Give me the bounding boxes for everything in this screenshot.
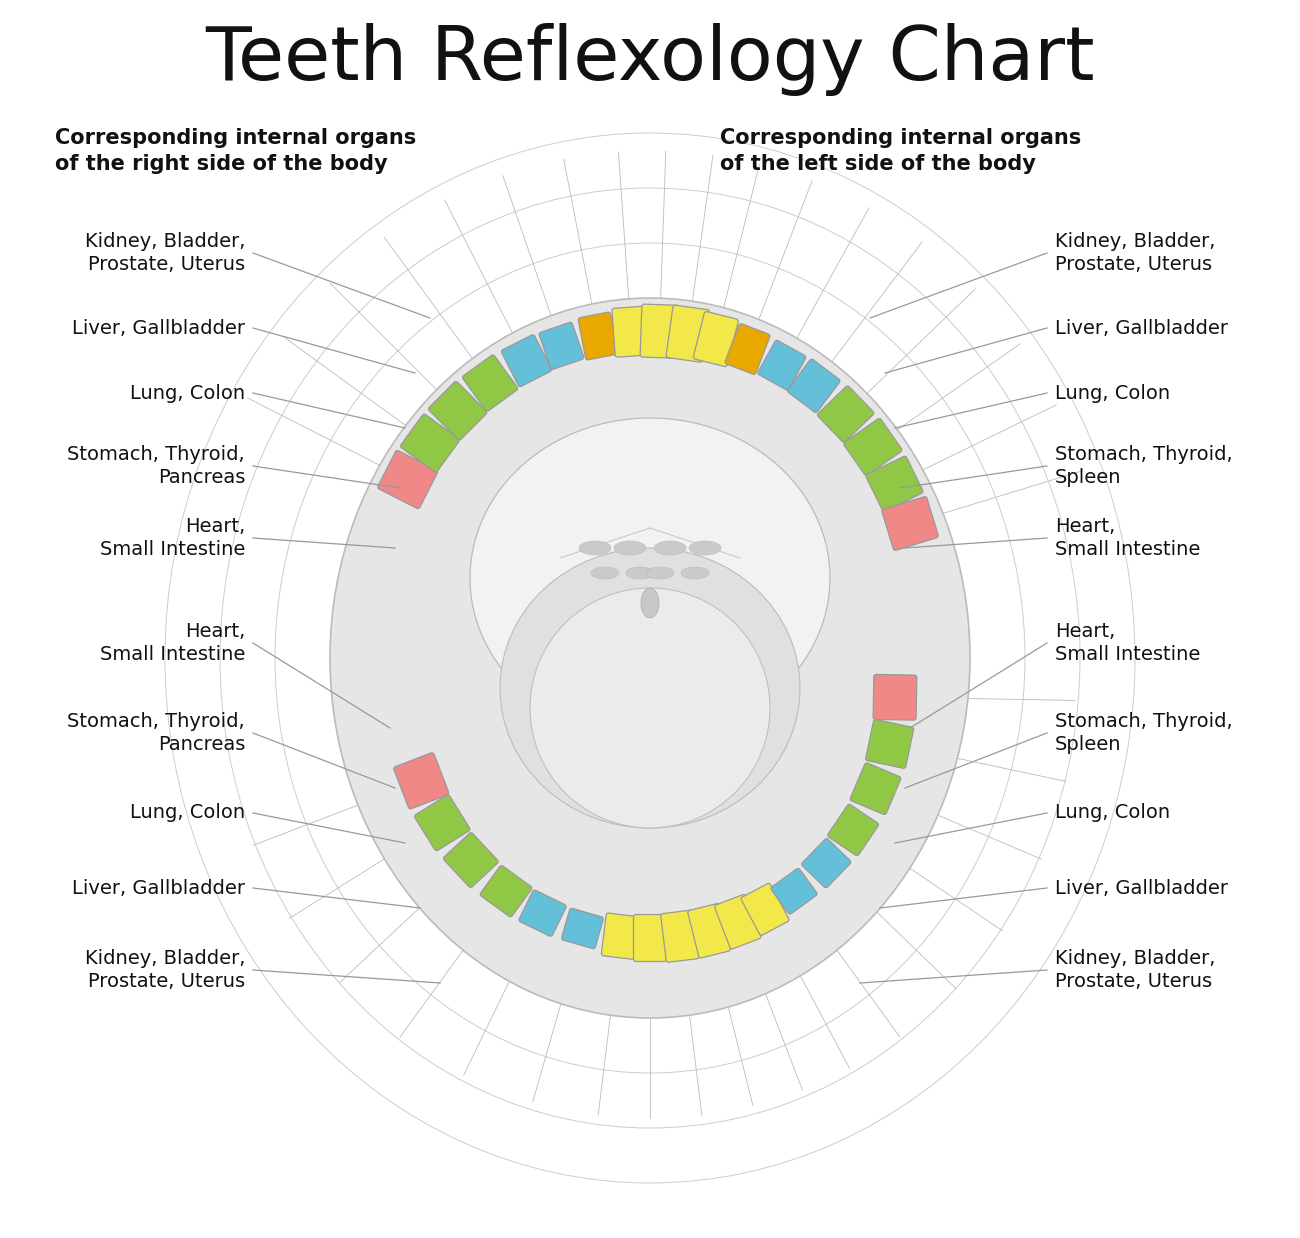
- FancyBboxPatch shape: [480, 865, 532, 917]
- FancyBboxPatch shape: [378, 451, 438, 509]
- FancyBboxPatch shape: [562, 909, 603, 948]
- FancyBboxPatch shape: [818, 386, 874, 442]
- Ellipse shape: [614, 541, 646, 555]
- FancyBboxPatch shape: [844, 418, 902, 475]
- FancyBboxPatch shape: [866, 719, 914, 769]
- Ellipse shape: [471, 418, 829, 738]
- Ellipse shape: [330, 298, 970, 1018]
- FancyBboxPatch shape: [633, 915, 667, 962]
- FancyBboxPatch shape: [400, 415, 459, 472]
- FancyBboxPatch shape: [602, 914, 638, 959]
- Text: Kidney, Bladder,
Prostate, Uterus: Kidney, Bladder, Prostate, Uterus: [84, 948, 244, 992]
- FancyBboxPatch shape: [688, 904, 731, 958]
- FancyBboxPatch shape: [850, 763, 901, 815]
- FancyBboxPatch shape: [612, 306, 650, 357]
- Text: Corresponding internal organs
of the right side of the body: Corresponding internal organs of the rig…: [55, 128, 416, 173]
- Ellipse shape: [530, 588, 770, 828]
- Text: Liver, Gallbladder: Liver, Gallbladder: [72, 318, 244, 338]
- FancyBboxPatch shape: [660, 910, 699, 962]
- Text: Corresponding internal organs
of the left side of the body: Corresponding internal organs of the lef…: [720, 128, 1082, 173]
- Text: Teeth Reflexology Chart: Teeth Reflexology Chart: [205, 24, 1095, 97]
- Ellipse shape: [646, 567, 673, 579]
- Text: Lung, Colon: Lung, Colon: [1056, 384, 1170, 402]
- FancyBboxPatch shape: [802, 838, 850, 888]
- FancyBboxPatch shape: [725, 323, 770, 374]
- FancyBboxPatch shape: [741, 884, 789, 935]
- FancyBboxPatch shape: [463, 355, 517, 411]
- Ellipse shape: [689, 541, 722, 555]
- FancyBboxPatch shape: [502, 334, 551, 386]
- FancyBboxPatch shape: [640, 305, 679, 358]
- FancyBboxPatch shape: [540, 322, 584, 369]
- FancyBboxPatch shape: [693, 312, 738, 366]
- Text: Kidney, Bladder,
Prostate, Uterus: Kidney, Bladder, Prostate, Uterus: [1056, 232, 1216, 275]
- Text: Liver, Gallbladder: Liver, Gallbladder: [72, 879, 244, 898]
- Text: Heart,
Small Intestine: Heart, Small Intestine: [100, 516, 244, 560]
- Text: Stomach, Thyroid,
Pancreas: Stomach, Thyroid, Pancreas: [68, 444, 244, 488]
- FancyBboxPatch shape: [394, 753, 448, 808]
- Text: Heart,
Small Intestine: Heart, Small Intestine: [1056, 516, 1200, 560]
- Text: Stomach, Thyroid,
Spleen: Stomach, Thyroid, Spleen: [1056, 444, 1232, 488]
- Text: Stomach, Thyroid,
Spleen: Stomach, Thyroid, Spleen: [1056, 712, 1232, 754]
- Text: Lung, Colon: Lung, Colon: [130, 803, 244, 822]
- FancyBboxPatch shape: [715, 895, 760, 950]
- Ellipse shape: [578, 541, 611, 555]
- FancyBboxPatch shape: [429, 381, 486, 439]
- FancyBboxPatch shape: [874, 675, 916, 721]
- Text: Kidney, Bladder,
Prostate, Uterus: Kidney, Bladder, Prostate, Uterus: [1056, 948, 1216, 992]
- FancyBboxPatch shape: [771, 868, 816, 914]
- FancyBboxPatch shape: [881, 496, 939, 551]
- FancyBboxPatch shape: [443, 833, 498, 888]
- FancyBboxPatch shape: [758, 340, 806, 390]
- Text: Lung, Colon: Lung, Colon: [1056, 803, 1170, 822]
- FancyBboxPatch shape: [415, 795, 469, 851]
- Ellipse shape: [654, 541, 686, 555]
- Ellipse shape: [500, 548, 800, 828]
- FancyBboxPatch shape: [866, 457, 923, 511]
- Text: Lung, Colon: Lung, Colon: [130, 384, 244, 402]
- FancyBboxPatch shape: [578, 312, 618, 360]
- Text: Heart,
Small Intestine: Heart, Small Intestine: [1056, 621, 1200, 665]
- Text: Liver, Gallbladder: Liver, Gallbladder: [1056, 879, 1228, 898]
- Text: Kidney, Bladder,
Prostate, Uterus: Kidney, Bladder, Prostate, Uterus: [84, 232, 244, 275]
- Text: Heart,
Small Intestine: Heart, Small Intestine: [100, 621, 244, 665]
- Text: Stomach, Thyroid,
Pancreas: Stomach, Thyroid, Pancreas: [68, 712, 244, 754]
- Ellipse shape: [681, 567, 709, 579]
- FancyBboxPatch shape: [666, 305, 710, 363]
- Ellipse shape: [592, 567, 619, 579]
- Ellipse shape: [641, 588, 659, 618]
- Text: Liver, Gallbladder: Liver, Gallbladder: [1056, 318, 1228, 338]
- Ellipse shape: [627, 567, 654, 579]
- FancyBboxPatch shape: [828, 805, 879, 855]
- FancyBboxPatch shape: [519, 890, 567, 936]
- FancyBboxPatch shape: [788, 359, 840, 412]
